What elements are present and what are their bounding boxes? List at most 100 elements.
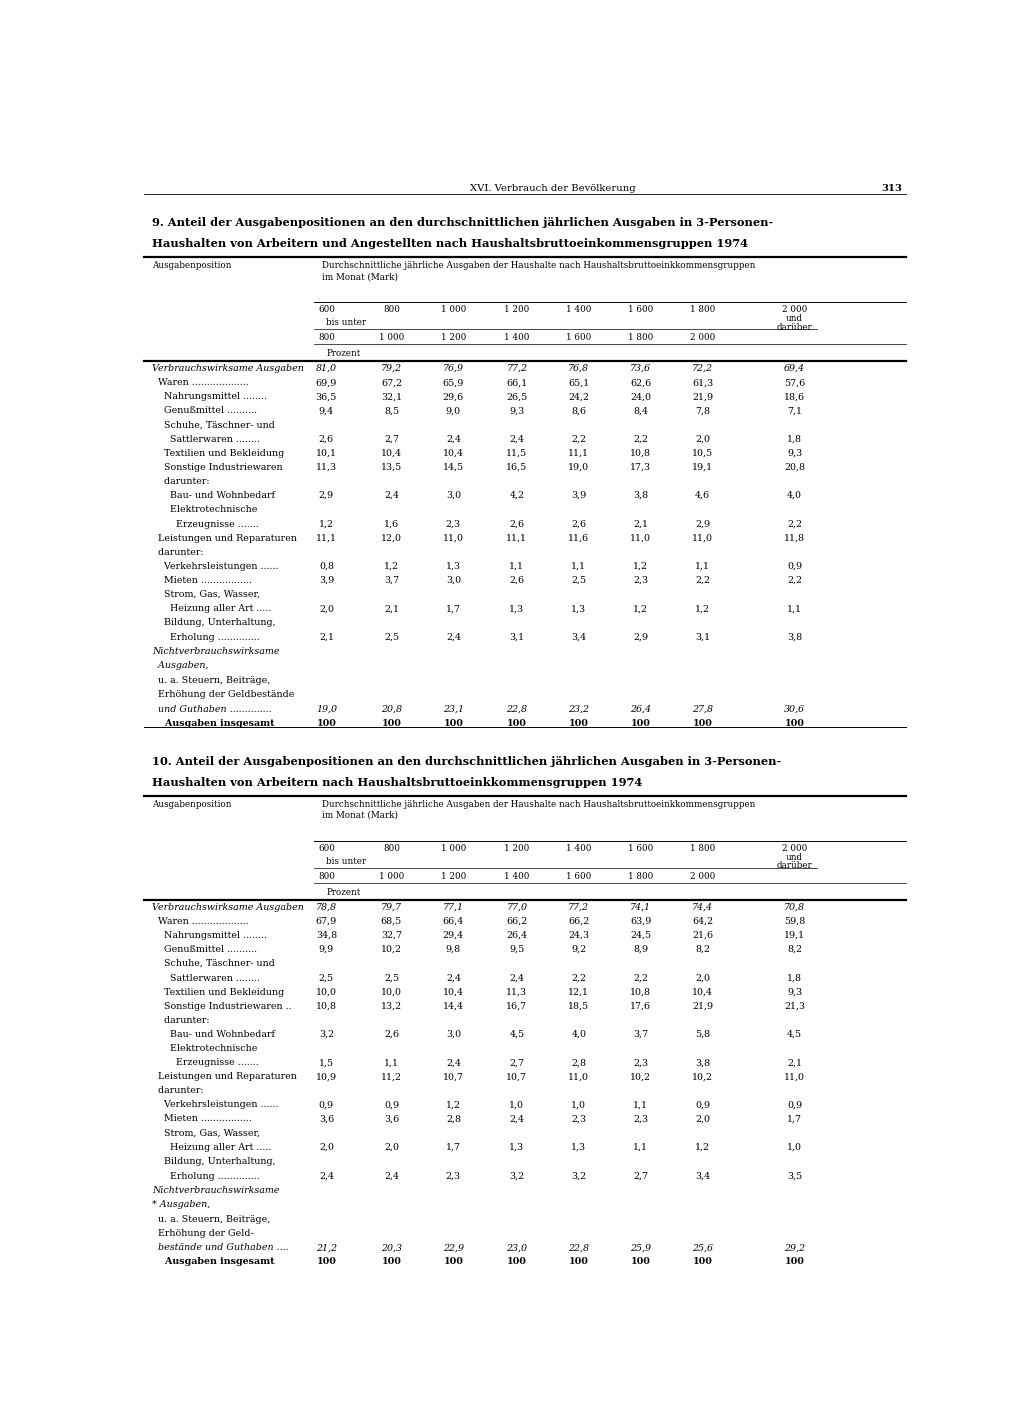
Text: 79,2: 79,2 [381, 364, 402, 373]
Text: 2,6: 2,6 [318, 435, 334, 444]
Text: 0,8: 0,8 [318, 562, 334, 571]
Text: Prozent: Prozent [327, 349, 360, 357]
Text: 1 200: 1 200 [440, 872, 466, 881]
Text: 3,1: 3,1 [695, 633, 710, 642]
Text: 2,0: 2,0 [318, 1143, 334, 1153]
Text: 1,6: 1,6 [384, 519, 399, 528]
Text: 9,3: 9,3 [509, 406, 524, 416]
Text: 70,8: 70,8 [784, 904, 805, 912]
Text: 19,0: 19,0 [315, 704, 337, 713]
Text: 29,2: 29,2 [784, 1244, 805, 1252]
Text: 10,0: 10,0 [381, 988, 402, 996]
Text: und: und [786, 852, 803, 861]
Text: 67,2: 67,2 [381, 379, 402, 387]
Text: 32,1: 32,1 [381, 393, 402, 401]
Text: Haushalten von Arbeitern und Angestellten nach Haushaltsbruttoeinkommensgruppen : Haushalten von Arbeitern und Angestellte… [152, 238, 748, 249]
Text: Durchschnittliche jährliche Ausgaben der Haushalte nach Haushaltsbruttoeinkkomme: Durchschnittliche jährliche Ausgaben der… [323, 262, 756, 270]
Text: Textilien und Bekleidung: Textilien und Bekleidung [152, 448, 284, 458]
Text: 8,4: 8,4 [633, 406, 648, 416]
Text: 100: 100 [316, 1258, 336, 1266]
Text: 1 400: 1 400 [504, 333, 529, 343]
Text: Verbrauchswirksame Ausgaben: Verbrauchswirksame Ausgaben [152, 904, 304, 912]
Text: Ausgaben,: Ausgaben, [152, 662, 208, 670]
Text: Strom, Gas, Wasser,: Strom, Gas, Wasser, [152, 1128, 260, 1137]
Text: 3,2: 3,2 [318, 1030, 334, 1039]
Text: Erholung ..............: Erholung .............. [152, 1171, 259, 1181]
Text: 2,5: 2,5 [384, 633, 399, 642]
Text: darüber: darüber [777, 861, 812, 871]
Text: 4,0: 4,0 [571, 1030, 587, 1039]
Text: 9,9: 9,9 [318, 945, 334, 953]
Text: 2,4: 2,4 [509, 973, 524, 983]
Text: Verkehrsleistungen ......: Verkehrsleistungen ...... [152, 562, 279, 571]
Text: 1 600: 1 600 [566, 872, 592, 881]
Text: Mieten .................: Mieten ................. [152, 1114, 252, 1124]
Text: 2,9: 2,9 [695, 519, 710, 528]
Text: darunter:: darunter: [152, 548, 204, 556]
Text: 11,6: 11,6 [568, 534, 590, 542]
Text: 2,7: 2,7 [633, 1171, 648, 1181]
Text: 7,8: 7,8 [695, 406, 710, 416]
Text: 3,5: 3,5 [787, 1171, 802, 1181]
Text: u. a. Steuern, Beiträge,: u. a. Steuern, Beiträge, [152, 676, 270, 684]
Text: 2 000: 2 000 [782, 305, 807, 314]
Text: 18,6: 18,6 [784, 393, 805, 401]
Text: 9,3: 9,3 [787, 988, 802, 996]
Text: Erzeugnisse .......: Erzeugnisse ....... [152, 519, 258, 528]
Text: 18,5: 18,5 [568, 1002, 590, 1010]
Text: 10,2: 10,2 [692, 1073, 713, 1081]
Text: 1,3: 1,3 [509, 605, 524, 613]
Text: 1,3: 1,3 [571, 1143, 587, 1153]
Text: 11,8: 11,8 [784, 534, 805, 542]
Text: 1 200: 1 200 [504, 844, 529, 852]
Text: 79,7: 79,7 [381, 904, 402, 912]
Text: 2,1: 2,1 [384, 605, 399, 613]
Text: 11,1: 11,1 [315, 534, 337, 542]
Text: 12,1: 12,1 [568, 988, 589, 996]
Text: 100: 100 [382, 719, 401, 727]
Text: 7,1: 7,1 [787, 406, 802, 416]
Text: 2,6: 2,6 [571, 519, 587, 528]
Text: Strom, Gas, Wasser,: Strom, Gas, Wasser, [152, 589, 260, 599]
Text: 2,0: 2,0 [695, 435, 710, 444]
Text: 11,0: 11,0 [442, 534, 464, 542]
Text: 2 000: 2 000 [782, 844, 807, 852]
Text: Verkehrsleistungen ......: Verkehrsleistungen ...... [152, 1100, 279, 1110]
Text: 74,4: 74,4 [692, 904, 713, 912]
Text: 2,0: 2,0 [695, 973, 710, 983]
Text: 77,1: 77,1 [442, 904, 464, 912]
Text: 2,5: 2,5 [318, 973, 334, 983]
Text: 1 200: 1 200 [504, 305, 529, 314]
Text: 10,4: 10,4 [442, 448, 464, 458]
Text: 1,2: 1,2 [445, 1100, 461, 1110]
Text: 65,1: 65,1 [568, 379, 590, 387]
Text: 69,9: 69,9 [315, 379, 337, 387]
Text: Leistungen und Reparaturen: Leistungen und Reparaturen [152, 534, 297, 542]
Text: 0,9: 0,9 [384, 1100, 399, 1110]
Text: 1,0: 1,0 [787, 1143, 802, 1153]
Text: Nichtverbrauchswirksame: Nichtverbrauchswirksame [152, 1185, 280, 1195]
Text: darüber: darüber [777, 323, 812, 332]
Text: 1,0: 1,0 [509, 1100, 524, 1110]
Text: 4,5: 4,5 [787, 1030, 802, 1039]
Text: 2,4: 2,4 [384, 491, 399, 499]
Text: 10,8: 10,8 [630, 988, 651, 996]
Text: 3,0: 3,0 [445, 576, 461, 585]
Text: 100: 100 [443, 1258, 463, 1266]
Text: 2,3: 2,3 [633, 1059, 648, 1067]
Text: 800: 800 [383, 305, 400, 314]
Text: 1 600: 1 600 [566, 333, 592, 343]
Text: 100: 100 [443, 719, 463, 727]
Text: 2,8: 2,8 [445, 1114, 461, 1124]
Text: 14,4: 14,4 [442, 1002, 464, 1010]
Text: 1 600: 1 600 [628, 844, 653, 852]
Text: 2,2: 2,2 [633, 435, 648, 444]
Text: 2,1: 2,1 [318, 633, 334, 642]
Text: 21,6: 21,6 [692, 931, 713, 941]
Text: 8,5: 8,5 [384, 406, 399, 416]
Text: 78,8: 78,8 [315, 904, 337, 912]
Text: 10,7: 10,7 [506, 1073, 527, 1081]
Text: 2,1: 2,1 [633, 519, 648, 528]
Text: 1 800: 1 800 [628, 333, 653, 343]
Text: 1,7: 1,7 [787, 1114, 802, 1124]
